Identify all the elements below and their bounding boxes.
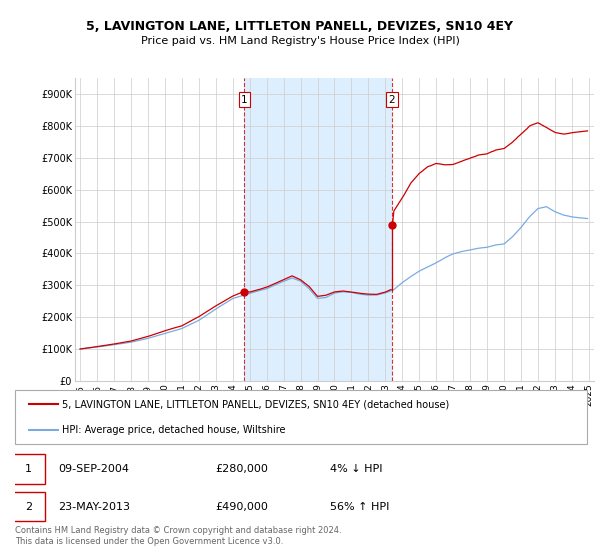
Text: 5, LAVINGTON LANE, LITTLETON PANELL, DEVIZES, SN10 4EY: 5, LAVINGTON LANE, LITTLETON PANELL, DEV…: [86, 20, 514, 32]
Text: Contains HM Land Registry data © Crown copyright and database right 2024.
This d: Contains HM Land Registry data © Crown c…: [15, 526, 341, 546]
Text: 23-MAY-2013: 23-MAY-2013: [58, 502, 130, 512]
Text: 1: 1: [25, 464, 32, 474]
FancyBboxPatch shape: [12, 492, 46, 521]
Text: £490,000: £490,000: [215, 502, 268, 512]
Text: 2: 2: [389, 95, 395, 105]
Text: 56% ↑ HPI: 56% ↑ HPI: [330, 502, 389, 512]
Text: HPI: Average price, detached house, Wiltshire: HPI: Average price, detached house, Wilt…: [62, 425, 286, 435]
Text: 5, LAVINGTON LANE, LITTLETON PANELL, DEVIZES, SN10 4EY (detached house): 5, LAVINGTON LANE, LITTLETON PANELL, DEV…: [62, 399, 449, 409]
FancyBboxPatch shape: [15, 390, 587, 445]
Text: 4% ↓ HPI: 4% ↓ HPI: [330, 464, 383, 474]
FancyBboxPatch shape: [12, 454, 46, 484]
Text: 1: 1: [241, 95, 248, 105]
Text: 09-SEP-2004: 09-SEP-2004: [58, 464, 129, 474]
Text: £280,000: £280,000: [215, 464, 268, 474]
Bar: [244, 78, 392, 381]
Text: Price paid vs. HM Land Registry's House Price Index (HPI): Price paid vs. HM Land Registry's House …: [140, 36, 460, 46]
Text: 2: 2: [25, 502, 32, 512]
